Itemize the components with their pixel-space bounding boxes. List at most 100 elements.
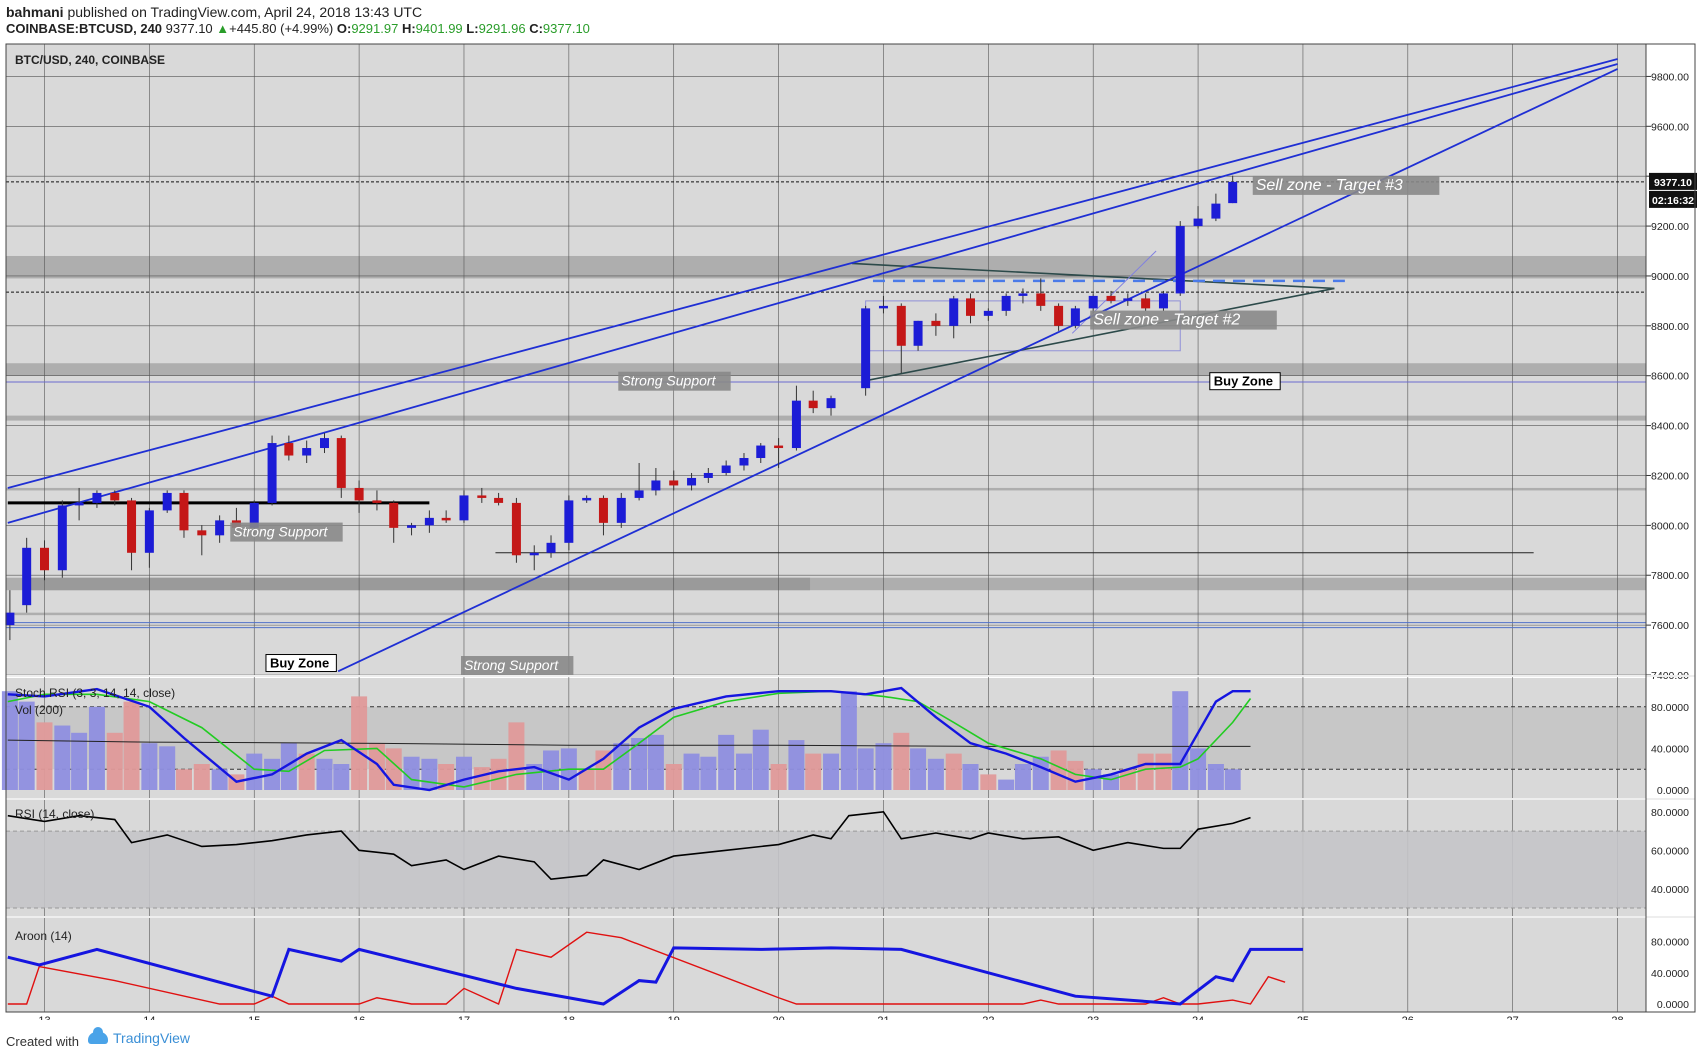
rsi-title: RSI (14, close) — [15, 807, 94, 821]
stoch-k-line — [7, 686, 1251, 792]
candle-body — [808, 400, 818, 409]
change-up-icon: ▲ — [216, 21, 230, 36]
rsi-tick-label: 40.0000 — [1651, 884, 1689, 896]
pennant-upper-line — [851, 262, 1335, 290]
aroon-title: Aroon (14) — [15, 929, 72, 943]
price-tick-label: 8600.00 — [1651, 371, 1689, 383]
volume-bar — [613, 743, 630, 790]
volume-bar — [193, 764, 210, 790]
volume-bar — [175, 769, 192, 790]
candle-body — [913, 320, 923, 346]
candle-body — [40, 547, 49, 571]
candle-body — [896, 305, 906, 346]
volume-bar — [700, 756, 717, 790]
footer: Created with TradingView — [0, 1020, 1701, 1060]
price-tick-label: 8400.00 — [1651, 421, 1689, 433]
buy-zone-box — [265, 654, 337, 673]
volume-bar — [945, 753, 962, 790]
candle-body — [162, 492, 172, 511]
annotation-label: Strong Support — [464, 657, 559, 673]
volume-bar — [403, 756, 420, 790]
volume-bar — [473, 767, 490, 790]
chart-header: bahmani published on TradingView.com, Ap… — [0, 0, 1701, 42]
candle-body — [494, 497, 504, 503]
buy-zone-label: Buy Zone — [270, 656, 329, 671]
tradingview-logo[interactable]: TradingView — [88, 1027, 191, 1046]
last-price: 9377.10 — [165, 21, 213, 36]
volume-bar — [770, 764, 787, 790]
candle-body — [389, 502, 399, 528]
candle-body — [459, 495, 469, 521]
high-label: H: — [401, 21, 416, 36]
volume-bar — [1014, 764, 1031, 790]
indicator-pane-background — [6, 918, 1646, 1012]
candle-body — [5, 612, 15, 626]
close-value: 9377.10 — [542, 21, 590, 36]
volume-bar — [823, 753, 840, 790]
last-price-label: 9377.10 — [1654, 177, 1692, 189]
author-name[interactable]: bahmani — [6, 4, 64, 20]
volume-bar — [71, 732, 88, 790]
volume-bar — [1067, 760, 1084, 790]
brand-label: TradingView — [113, 1030, 191, 1046]
open-label: O: — [336, 21, 352, 36]
volume-bar — [998, 779, 1015, 790]
candle-body — [144, 510, 154, 553]
volume-ma-line — [7, 739, 1251, 747]
price-tick-label: 8800.00 — [1651, 321, 1689, 333]
volume-bar — [578, 769, 595, 790]
price-tick-label: 9000.00 — [1651, 271, 1689, 283]
candle-body — [739, 458, 749, 466]
volume-bar — [280, 743, 297, 790]
volume-bar — [1224, 769, 1241, 790]
volume-bar — [1190, 748, 1207, 790]
volume-bar — [857, 748, 874, 790]
price-tick-label: 9200.00 — [1651, 221, 1689, 233]
chart-frame — [5, 43, 1696, 1013]
rsi-tick-label: 60.0000 — [1651, 845, 1689, 857]
candle-body — [756, 445, 766, 459]
cloud-icon — [88, 1027, 108, 1044]
candle-body — [302, 448, 312, 456]
volume-bar — [752, 729, 769, 790]
annotation-label: Sell zone - Target #2 — [1093, 312, 1240, 329]
annotation-label: Strong Support — [233, 524, 328, 540]
aroon-tick-label: 0.0000 — [1657, 999, 1689, 1011]
candle-body — [441, 517, 451, 521]
candle-body — [774, 445, 784, 449]
volume-bar — [665, 764, 682, 790]
volume-title: Vol (200) — [15, 703, 63, 717]
candle-body — [966, 298, 976, 316]
candle-body — [372, 500, 382, 503]
pane-separator — [6, 675, 1695, 677]
candle-body — [1088, 295, 1098, 309]
candle-body — [110, 492, 120, 501]
volume-bar — [1207, 764, 1224, 790]
support-resistance-zone — [6, 487, 1646, 491]
candle-body — [1070, 308, 1080, 326]
volume-bar — [333, 764, 350, 790]
volume-bar — [1119, 769, 1136, 790]
volume-bar — [805, 753, 822, 790]
volume-bar — [718, 734, 735, 790]
countdown-box — [1649, 190, 1697, 208]
volume-bar — [123, 701, 140, 790]
volume-bar — [421, 758, 438, 790]
candle-body — [1141, 298, 1151, 309]
candle-body — [267, 443, 277, 503]
stoch-tick-label: 0.0000 — [1657, 785, 1689, 797]
volume-bar — [840, 691, 857, 790]
candle-body — [651, 480, 661, 491]
candle-body — [878, 305, 888, 309]
candle-body — [564, 500, 574, 543]
low-label: L: — [466, 21, 479, 36]
volume-bar — [788, 740, 805, 790]
symbol-label[interactable]: COINBASE:BTCUSD, 240 — [6, 21, 163, 36]
volume-bar — [980, 774, 997, 790]
candle-body — [826, 398, 836, 409]
annotation-label: Strong Support — [621, 373, 716, 389]
candle-body — [511, 502, 521, 556]
candle-body — [983, 310, 993, 316]
annotation-bg — [618, 371, 731, 391]
